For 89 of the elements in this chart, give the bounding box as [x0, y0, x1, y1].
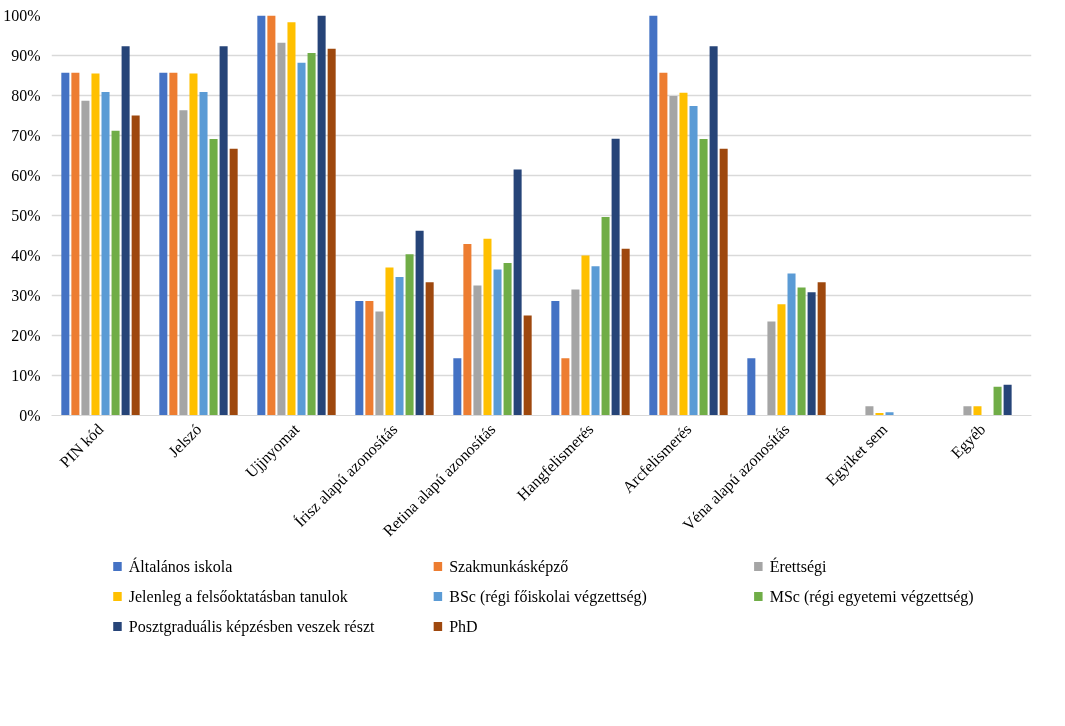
legend-label: Jelenleg a felsőoktatásban tanulok	[128, 588, 348, 606]
x-tick-label: PIN kód	[56, 420, 107, 471]
bar	[179, 110, 188, 416]
bar	[719, 148, 728, 416]
bar	[229, 148, 238, 416]
y-tick-label: 50%	[11, 207, 41, 224]
bar	[453, 358, 462, 416]
bar	[189, 73, 198, 416]
legend-label: MSc (régi egyetemi végzettség)	[769, 588, 974, 606]
bar	[81, 100, 90, 416]
bar	[611, 138, 620, 416]
bar	[659, 72, 668, 416]
bar	[101, 91, 110, 416]
bar	[787, 273, 796, 416]
bar	[463, 243, 472, 416]
bar	[169, 72, 178, 416]
bar	[551, 301, 560, 416]
legend-label: Érettségi	[769, 557, 828, 576]
bar	[365, 301, 374, 416]
bar	[159, 72, 168, 416]
bar	[807, 292, 816, 416]
y-tick-label: 70%	[11, 127, 41, 144]
bar	[71, 72, 80, 416]
bar	[797, 287, 806, 416]
bar	[131, 115, 140, 416]
legend-label: Szakmunkásképző	[449, 558, 569, 576]
bar	[483, 238, 492, 416]
bar	[973, 406, 982, 416]
bar	[121, 46, 130, 416]
legend-label: Általános iskola	[128, 557, 233, 575]
bar	[767, 321, 776, 416]
y-tick-label: 40%	[11, 247, 41, 264]
bar	[817, 282, 826, 416]
bar	[395, 277, 404, 416]
bar	[287, 22, 296, 416]
bar	[513, 169, 522, 416]
bar	[317, 15, 326, 416]
bar	[277, 42, 286, 416]
bar	[709, 46, 718, 416]
legend-label: BSc (régi főiskolai végzettség)	[449, 588, 647, 606]
bar	[571, 289, 580, 416]
bar	[523, 315, 532, 416]
legend-label: PhD	[449, 618, 478, 635]
y-tick-label: 90%	[11, 47, 41, 64]
bar	[267, 15, 276, 416]
bar	[885, 412, 894, 416]
bar	[257, 15, 266, 416]
bar	[503, 263, 512, 416]
y-tick-label: 60%	[11, 167, 41, 184]
bar	[777, 304, 786, 416]
bar	[689, 105, 698, 416]
bar	[679, 92, 688, 416]
y-tick-label: 0%	[19, 407, 41, 424]
bar	[385, 267, 394, 416]
bar	[561, 358, 570, 416]
bar	[355, 301, 364, 416]
bar	[91, 73, 100, 416]
bar	[669, 95, 678, 416]
bar	[425, 282, 434, 416]
bar	[621, 248, 630, 416]
bar	[747, 358, 756, 416]
bar	[375, 311, 384, 416]
bar	[699, 139, 708, 416]
bar	[307, 53, 316, 416]
bar	[415, 230, 424, 416]
bar	[591, 266, 600, 416]
legend-label: Posztgraduális képzésben veszek részt	[128, 618, 376, 636]
y-tick-label: 30%	[11, 287, 41, 304]
bar	[297, 62, 306, 416]
bar	[865, 406, 874, 416]
bar	[963, 406, 972, 416]
bar	[61, 72, 70, 416]
y-tick-label: 80%	[11, 87, 41, 104]
y-tick-label: 100%	[3, 7, 41, 24]
bar	[649, 15, 658, 416]
bar	[473, 285, 482, 416]
bar	[993, 386, 1002, 416]
bar	[493, 269, 502, 416]
y-tick-label: 10%	[11, 367, 41, 384]
bar	[1003, 384, 1012, 416]
y-tick-label: 20%	[11, 327, 41, 344]
bar	[581, 255, 590, 416]
bar	[405, 254, 414, 416]
bar	[601, 217, 610, 416]
bar	[327, 48, 336, 416]
bar	[209, 139, 218, 416]
bar	[219, 46, 228, 416]
bar	[199, 91, 208, 416]
bar	[111, 130, 120, 416]
